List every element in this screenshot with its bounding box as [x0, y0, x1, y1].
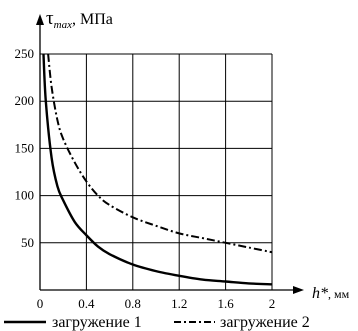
x-tick-label-5: 2	[269, 296, 276, 311]
y-tick-label-2: 150	[15, 140, 35, 155]
y-axis-label: τmax, МПа	[46, 8, 113, 31]
legend: загружение 1 загружение 2	[4, 314, 310, 331]
y-tick-label-0: 50	[21, 235, 34, 250]
x-axis-arrow	[293, 286, 304, 294]
x-tick-label-2: 0.8	[125, 296, 141, 311]
series-group	[43, 54, 272, 284]
x-tick-label-0: 0	[37, 296, 44, 311]
axes	[36, 14, 304, 294]
legend-label-2: загружение 2	[220, 314, 310, 331]
y-tick-label-3: 200	[15, 93, 35, 108]
series-line-2	[48, 54, 272, 252]
x-tick-label-4: 1.6	[217, 296, 234, 311]
y-tick-label-1: 100	[15, 188, 35, 203]
x-axis-label: h*, мм	[312, 285, 350, 302]
x-tick-label-1: 0.4	[78, 296, 95, 311]
x-tick-label-3: 1.2	[171, 296, 187, 311]
y-tick-label-4: 250	[15, 46, 35, 61]
y-axis-arrow	[36, 14, 44, 25]
grid	[40, 54, 272, 290]
legend-label-1: загружение 1	[52, 314, 142, 331]
